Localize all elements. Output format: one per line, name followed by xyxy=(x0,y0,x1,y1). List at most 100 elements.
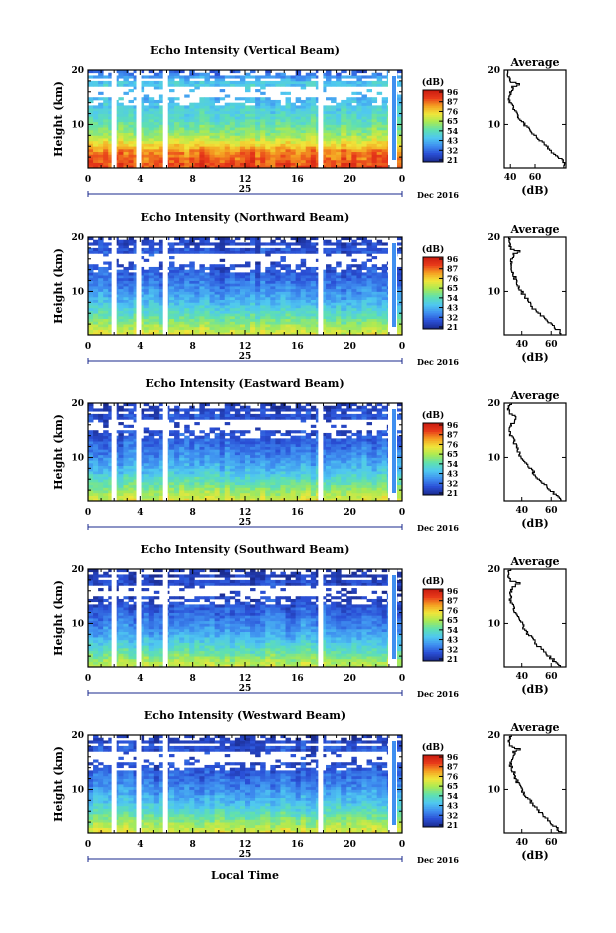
heatmap-cell xyxy=(225,130,230,133)
heatmap-cell xyxy=(240,281,245,284)
heatmap-cell xyxy=(245,119,250,122)
heatmap-cell xyxy=(382,283,387,286)
heatmap-cell xyxy=(346,294,351,297)
heatmap-cell xyxy=(230,321,235,324)
heatmap-cell xyxy=(199,438,204,441)
heatmap-cell xyxy=(331,294,336,297)
heatmap-cell xyxy=(103,133,108,136)
heatmap-cell xyxy=(235,485,240,488)
heatmap-cell xyxy=(123,479,128,482)
heatmap-cell xyxy=(250,283,255,286)
heatmap-cell xyxy=(98,471,103,474)
heatmap-cell xyxy=(169,463,174,466)
heatmap-cell xyxy=(230,81,235,84)
heatmap-cell xyxy=(179,75,184,78)
heatmap-cell xyxy=(331,154,336,157)
heatmap-cell xyxy=(184,281,189,284)
heatmap-cell xyxy=(240,300,245,303)
heatmap-cell xyxy=(199,447,204,450)
heatmap-cell xyxy=(220,330,225,333)
heatmap-cell xyxy=(210,291,215,294)
heatmap-cell xyxy=(88,75,93,78)
heatmap-cell xyxy=(184,119,189,122)
heatmap-cell xyxy=(199,294,204,297)
heatmap-cell xyxy=(210,487,215,490)
heatmap-cell xyxy=(204,272,209,275)
heatmap-cell xyxy=(301,311,306,314)
heatmap-cell xyxy=(275,313,280,316)
heatmap-cell xyxy=(149,490,154,493)
heatmap-cell xyxy=(179,291,184,294)
heatmap-cell xyxy=(296,319,301,322)
heatmap-cell xyxy=(194,114,199,117)
heatmap-cell xyxy=(336,305,341,308)
heatmap-cell xyxy=(356,272,361,275)
heatmap-cell xyxy=(154,108,159,111)
heatmap-cell xyxy=(255,108,260,111)
heatmap-cell xyxy=(235,289,240,292)
heatmap-cell xyxy=(129,457,134,460)
heatmap-cell xyxy=(336,146,341,149)
heatmap-cell xyxy=(270,248,275,251)
heatmap-cell xyxy=(174,324,179,327)
heatmap-cell xyxy=(220,130,225,133)
heatmap-cell xyxy=(179,144,184,147)
heatmap-cell xyxy=(129,468,134,471)
heatmap-cell xyxy=(149,471,154,474)
heatmap-cell xyxy=(296,75,301,78)
heatmap-cell xyxy=(179,300,184,303)
heatmap-cell xyxy=(382,116,387,119)
heatmap-cell xyxy=(336,105,341,108)
heatmap-cell xyxy=(367,248,372,251)
heatmap-cell xyxy=(367,321,372,324)
heatmap-cell xyxy=(255,283,260,286)
heatmap-cell xyxy=(93,251,98,254)
heatmap-cell xyxy=(194,479,199,482)
heatmap-cell xyxy=(118,248,123,251)
heatmap-cell xyxy=(270,149,275,152)
heatmap-cell xyxy=(144,124,149,127)
heatmap-cell xyxy=(169,283,174,286)
heatmap-cell xyxy=(265,81,270,84)
heatmap-cell xyxy=(230,135,235,138)
heatmap-cell xyxy=(98,75,103,78)
heatmap-cell xyxy=(356,75,361,78)
heatmap-cell xyxy=(341,275,346,278)
heatmap-cell xyxy=(286,291,291,294)
heatmap-cell xyxy=(169,264,174,267)
heatmap-cell xyxy=(326,253,331,256)
heatmap-cell xyxy=(255,321,260,324)
heatmap-cell xyxy=(230,163,235,166)
heatmap-cell xyxy=(326,78,331,81)
heatmap-cell xyxy=(199,130,204,133)
heatmap-cell xyxy=(118,474,123,477)
heatmap-cell xyxy=(280,133,285,136)
heatmap-cell xyxy=(291,251,296,254)
heatmap-cell xyxy=(210,302,215,305)
heatmap-cell xyxy=(184,251,189,254)
heatmap-cell xyxy=(144,278,149,281)
heatmap-cell xyxy=(346,122,351,125)
heatmap-cell xyxy=(189,133,194,136)
heatmap-cell xyxy=(199,305,204,308)
heatmap-cell xyxy=(265,122,270,125)
heatmap-cell xyxy=(280,130,285,133)
heatmap-cell xyxy=(215,97,220,100)
heatmap-cell xyxy=(351,321,356,324)
heatmap-cell xyxy=(372,311,377,314)
heatmap-cell xyxy=(331,270,336,273)
heatmap-cell xyxy=(118,108,123,111)
heatmap-cell xyxy=(199,321,204,324)
heatmap-cell xyxy=(210,281,215,284)
heatmap-cell xyxy=(210,130,215,133)
heatmap-cell xyxy=(240,248,245,251)
heatmap-cell xyxy=(194,157,199,160)
heatmap-cell xyxy=(123,485,128,488)
heatmap-cell xyxy=(154,474,159,477)
heatmap-cell xyxy=(93,319,98,322)
heatmap-cell xyxy=(123,466,128,469)
heatmap-cell xyxy=(377,119,382,122)
heatmap-cell xyxy=(356,286,361,289)
heatmap-cell xyxy=(326,300,331,303)
heatmap-cell xyxy=(255,100,260,103)
